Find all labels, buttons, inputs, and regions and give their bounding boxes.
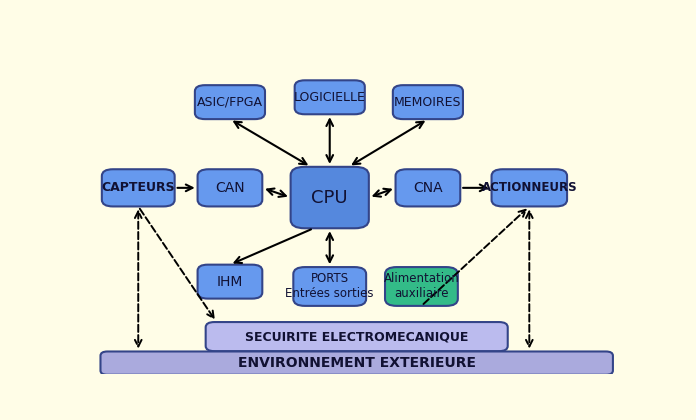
Text: LOGICIELLE: LOGICIELLE xyxy=(294,91,365,104)
FancyBboxPatch shape xyxy=(206,322,507,351)
Text: CPU: CPU xyxy=(311,189,348,207)
Text: ACTIONNEURS: ACTIONNEURS xyxy=(482,181,577,194)
FancyBboxPatch shape xyxy=(291,167,369,228)
FancyBboxPatch shape xyxy=(102,169,175,207)
FancyBboxPatch shape xyxy=(393,85,463,119)
Text: PORTS
Entrées sorties: PORTS Entrées sorties xyxy=(285,273,374,300)
FancyBboxPatch shape xyxy=(491,169,567,207)
Text: ASIC/FPGA: ASIC/FPGA xyxy=(197,96,263,109)
Text: MEMOIRES: MEMOIRES xyxy=(394,96,461,109)
Text: CAPTEURS: CAPTEURS xyxy=(102,181,175,194)
FancyBboxPatch shape xyxy=(293,267,366,306)
FancyBboxPatch shape xyxy=(198,169,262,207)
Text: SECUIRITE ELECTROMECANIQUE: SECUIRITE ELECTROMECANIQUE xyxy=(245,330,468,343)
FancyBboxPatch shape xyxy=(100,352,613,375)
FancyBboxPatch shape xyxy=(198,265,262,299)
Text: CNA: CNA xyxy=(413,181,443,195)
Text: CAN: CAN xyxy=(215,181,245,195)
FancyBboxPatch shape xyxy=(385,267,458,306)
FancyBboxPatch shape xyxy=(294,80,365,114)
FancyBboxPatch shape xyxy=(395,169,460,207)
Text: IHM: IHM xyxy=(216,275,243,289)
Text: Alimentation
auxiliaire: Alimentation auxiliaire xyxy=(383,273,459,300)
Text: ENVIRONNEMENT EXTERIEURE: ENVIRONNEMENT EXTERIEURE xyxy=(238,356,475,370)
FancyBboxPatch shape xyxy=(195,85,265,119)
